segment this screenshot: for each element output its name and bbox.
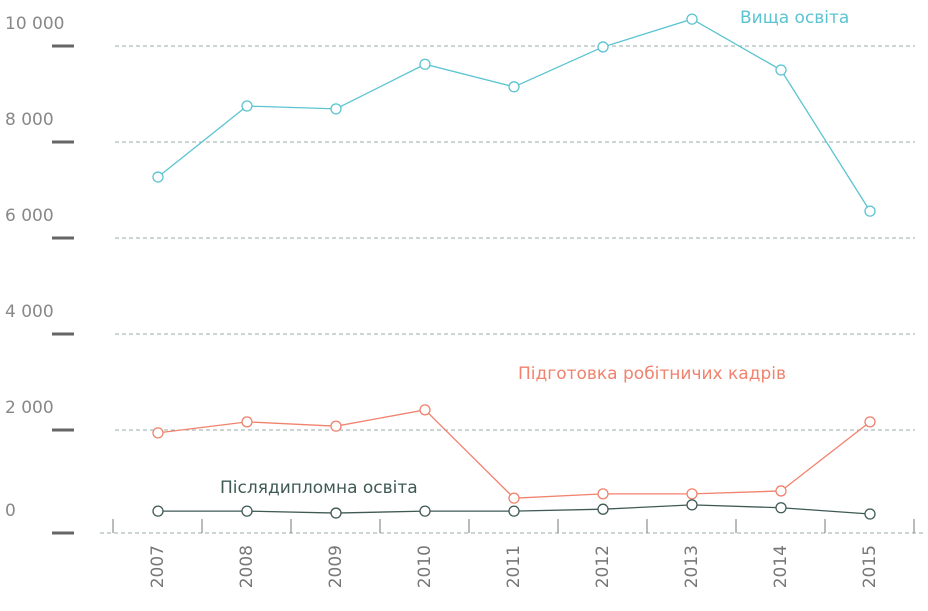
x-tick-label: 2011 — [504, 545, 524, 588]
data-point — [864, 416, 876, 428]
x-tick-label: 2010 — [415, 545, 435, 588]
x-tick-label: 2008 — [237, 545, 257, 588]
data-point — [508, 81, 520, 93]
data-point — [152, 505, 164, 517]
data-point — [686, 13, 698, 25]
data-point — [864, 508, 876, 520]
data-point — [419, 404, 431, 416]
data-point — [152, 171, 164, 183]
data-point — [597, 41, 609, 53]
data-point — [686, 488, 698, 500]
data-point — [330, 420, 342, 432]
data-point — [508, 505, 520, 517]
data-point — [152, 427, 164, 439]
series-label: Вища освіта — [740, 8, 849, 28]
data-point — [508, 492, 520, 504]
data-point — [686, 499, 698, 511]
x-tick-label: 2014 — [771, 545, 791, 588]
y-tick-label: 6 000 — [5, 206, 54, 226]
series-label: Підготовка робітничих кадрів — [518, 364, 786, 384]
data-point — [419, 58, 431, 70]
data-point — [419, 505, 431, 517]
x-tick-label: 2007 — [148, 545, 168, 588]
data-point — [775, 502, 787, 514]
data-point — [241, 416, 253, 428]
y-tick-label: 2 000 — [5, 398, 54, 418]
x-tick-label: 2009 — [326, 545, 346, 588]
data-point — [775, 64, 787, 76]
data-point — [330, 507, 342, 519]
x-tick-label: 2015 — [860, 545, 880, 588]
x-tick-label: 2012 — [593, 545, 613, 588]
x-tick-label: 2013 — [682, 545, 702, 588]
series-line — [157, 18, 871, 212]
y-tick-label: 10 000 — [5, 14, 64, 34]
data-point — [597, 503, 609, 515]
y-tick-label: 4 000 — [5, 302, 54, 322]
y-tick-label: 0 — [5, 501, 16, 521]
y-tick-label: 8 000 — [5, 110, 54, 130]
series-label: Післядипломна освіта — [220, 478, 418, 498]
data-point — [775, 485, 787, 497]
data-point — [241, 505, 253, 517]
data-point — [597, 488, 609, 500]
data-point — [330, 103, 342, 115]
data-point — [864, 205, 876, 217]
data-point — [241, 100, 253, 112]
